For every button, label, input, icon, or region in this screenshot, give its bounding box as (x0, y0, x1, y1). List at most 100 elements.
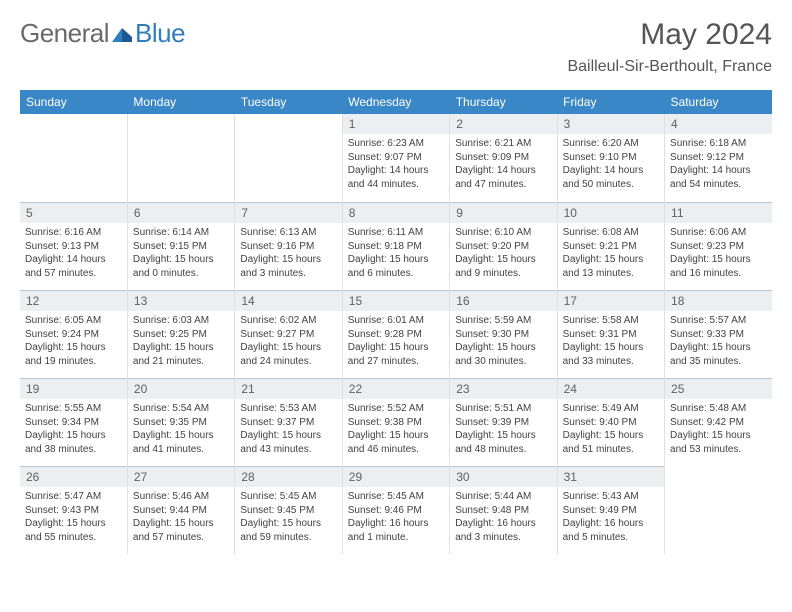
calendar-day-cell: 9Sunrise: 6:10 AMSunset: 9:20 PMDaylight… (450, 202, 557, 290)
daylight-line: Daylight: 15 hours and 6 minutes. (348, 253, 444, 280)
sunset-line: Sunset: 9:16 PM (240, 240, 336, 254)
day-number: 14 (235, 290, 341, 311)
calendar-day-cell (127, 114, 234, 202)
sunset-line: Sunset: 9:20 PM (455, 240, 551, 254)
daylight-line: Daylight: 14 hours and 44 minutes. (348, 164, 444, 191)
calendar-day-cell: 16Sunrise: 5:59 AMSunset: 9:30 PMDayligh… (450, 290, 557, 378)
calendar-day-cell: 7Sunrise: 6:13 AMSunset: 9:16 PMDaylight… (235, 202, 342, 290)
day-details: Sunrise: 6:05 AMSunset: 9:24 PMDaylight:… (20, 311, 127, 372)
sunrise-line: Sunrise: 6:06 AM (670, 226, 767, 240)
day-details: Sunrise: 6:11 AMSunset: 9:18 PMDaylight:… (343, 223, 449, 284)
calendar-day-cell: 14Sunrise: 6:02 AMSunset: 9:27 PMDayligh… (235, 290, 342, 378)
sunset-line: Sunset: 9:18 PM (348, 240, 444, 254)
calendar-day-cell: 30Sunrise: 5:44 AMSunset: 9:48 PMDayligh… (450, 466, 557, 554)
sunrise-line: Sunrise: 6:18 AM (670, 137, 767, 151)
day-number: 24 (558, 378, 664, 399)
calendar-day-cell: 11Sunrise: 6:06 AMSunset: 9:23 PMDayligh… (665, 202, 772, 290)
calendar-day-cell: 21Sunrise: 5:53 AMSunset: 9:37 PMDayligh… (235, 378, 342, 466)
sunset-line: Sunset: 9:28 PM (348, 328, 444, 342)
day-number: 12 (20, 290, 127, 311)
day-details: Sunrise: 6:14 AMSunset: 9:15 PMDaylight:… (128, 223, 234, 284)
day-number: 9 (450, 202, 556, 223)
daylight-line: Daylight: 14 hours and 47 minutes. (455, 164, 551, 191)
calendar-day-cell (235, 114, 342, 202)
day-number: 16 (450, 290, 556, 311)
daylight-line: Daylight: 15 hours and 33 minutes. (563, 341, 659, 368)
daylight-line: Daylight: 14 hours and 57 minutes. (25, 253, 122, 280)
daylight-line: Daylight: 15 hours and 43 minutes. (240, 429, 336, 456)
sunrise-line: Sunrise: 6:14 AM (133, 226, 229, 240)
sunset-line: Sunset: 9:07 PM (348, 151, 444, 165)
sunset-line: Sunset: 9:27 PM (240, 328, 336, 342)
calendar-day-cell: 1Sunrise: 6:23 AMSunset: 9:07 PMDaylight… (342, 114, 449, 202)
daylight-line: Daylight: 15 hours and 57 minutes. (133, 517, 229, 544)
day-number: 2 (450, 114, 556, 134)
day-details: Sunrise: 5:48 AMSunset: 9:42 PMDaylight:… (665, 399, 772, 460)
calendar-day-cell: 3Sunrise: 6:20 AMSunset: 9:10 PMDaylight… (557, 114, 664, 202)
sunrise-line: Sunrise: 5:47 AM (25, 490, 122, 504)
calendar-day-cell: 12Sunrise: 6:05 AMSunset: 9:24 PMDayligh… (20, 290, 127, 378)
sunrise-line: Sunrise: 6:13 AM (240, 226, 336, 240)
calendar-day-cell: 5Sunrise: 6:16 AMSunset: 9:13 PMDaylight… (20, 202, 127, 290)
calendar-day-cell: 23Sunrise: 5:51 AMSunset: 9:39 PMDayligh… (450, 378, 557, 466)
sunrise-line: Sunrise: 6:08 AM (563, 226, 659, 240)
sunrise-line: Sunrise: 6:01 AM (348, 314, 444, 328)
sunrise-line: Sunrise: 6:11 AM (348, 226, 444, 240)
sunset-line: Sunset: 9:43 PM (25, 504, 122, 518)
day-details: Sunrise: 6:21 AMSunset: 9:09 PMDaylight:… (450, 134, 556, 195)
day-number: 7 (235, 202, 341, 223)
daylight-line: Daylight: 16 hours and 3 minutes. (455, 517, 551, 544)
sunset-line: Sunset: 9:21 PM (563, 240, 659, 254)
daylight-line: Daylight: 15 hours and 35 minutes. (670, 341, 767, 368)
sunrise-line: Sunrise: 5:49 AM (563, 402, 659, 416)
day-number: 22 (343, 378, 449, 399)
day-number: 28 (235, 466, 341, 487)
calendar-week-row: 5Sunrise: 6:16 AMSunset: 9:13 PMDaylight… (20, 202, 772, 290)
sunrise-line: Sunrise: 6:20 AM (563, 137, 659, 151)
calendar-day-cell: 2Sunrise: 6:21 AMSunset: 9:09 PMDaylight… (450, 114, 557, 202)
sunset-line: Sunset: 9:42 PM (670, 416, 767, 430)
daylight-line: Daylight: 16 hours and 1 minute. (348, 517, 444, 544)
daylight-line: Daylight: 15 hours and 59 minutes. (240, 517, 336, 544)
weekday-header-row: SundayMondayTuesdayWednesdayThursdayFrid… (20, 90, 772, 114)
calendar-day-cell: 29Sunrise: 5:45 AMSunset: 9:46 PMDayligh… (342, 466, 449, 554)
day-details: Sunrise: 5:43 AMSunset: 9:49 PMDaylight:… (558, 487, 664, 548)
day-details: Sunrise: 5:52 AMSunset: 9:38 PMDaylight:… (343, 399, 449, 460)
daylight-line: Daylight: 15 hours and 41 minutes. (133, 429, 229, 456)
day-details: Sunrise: 5:51 AMSunset: 9:39 PMDaylight:… (450, 399, 556, 460)
day-number: 18 (665, 290, 772, 311)
logo-mark-icon (111, 25, 133, 43)
daylight-line: Daylight: 15 hours and 55 minutes. (25, 517, 122, 544)
sunrise-line: Sunrise: 6:16 AM (25, 226, 122, 240)
sunset-line: Sunset: 9:34 PM (25, 416, 122, 430)
sunrise-line: Sunrise: 6:05 AM (25, 314, 122, 328)
logo: General Blue (20, 18, 185, 49)
sunrise-line: Sunrise: 5:55 AM (25, 402, 122, 416)
daylight-line: Daylight: 15 hours and 16 minutes. (670, 253, 767, 280)
day-number: 20 (128, 378, 234, 399)
day-number: 29 (343, 466, 449, 487)
sunrise-line: Sunrise: 5:45 AM (348, 490, 444, 504)
month-title: May 2024 (567, 18, 772, 52)
day-details: Sunrise: 5:44 AMSunset: 9:48 PMDaylight:… (450, 487, 556, 548)
calendar-day-cell: 6Sunrise: 6:14 AMSunset: 9:15 PMDaylight… (127, 202, 234, 290)
day-number: 19 (20, 378, 127, 399)
sunset-line: Sunset: 9:39 PM (455, 416, 551, 430)
calendar-week-row: 26Sunrise: 5:47 AMSunset: 9:43 PMDayligh… (20, 466, 772, 554)
sunrise-line: Sunrise: 5:58 AM (563, 314, 659, 328)
daylight-line: Daylight: 15 hours and 38 minutes. (25, 429, 122, 456)
sunrise-line: Sunrise: 5:57 AM (670, 314, 767, 328)
daylight-line: Daylight: 15 hours and 9 minutes. (455, 253, 551, 280)
sunset-line: Sunset: 9:30 PM (455, 328, 551, 342)
calendar-day-cell: 24Sunrise: 5:49 AMSunset: 9:40 PMDayligh… (557, 378, 664, 466)
sunset-line: Sunset: 9:10 PM (563, 151, 659, 165)
daylight-line: Daylight: 15 hours and 48 minutes. (455, 429, 551, 456)
sunrise-line: Sunrise: 6:03 AM (133, 314, 229, 328)
day-details: Sunrise: 6:06 AMSunset: 9:23 PMDaylight:… (665, 223, 772, 284)
day-details: Sunrise: 5:58 AMSunset: 9:31 PMDaylight:… (558, 311, 664, 372)
day-number: 6 (128, 202, 234, 223)
sunset-line: Sunset: 9:31 PM (563, 328, 659, 342)
calendar-day-cell: 19 Sunrise: 5:55 AMSunset: 9:34 PMDayligh… (20, 378, 127, 466)
day-number: 3 (558, 114, 664, 134)
day-number: 10 (558, 202, 664, 223)
